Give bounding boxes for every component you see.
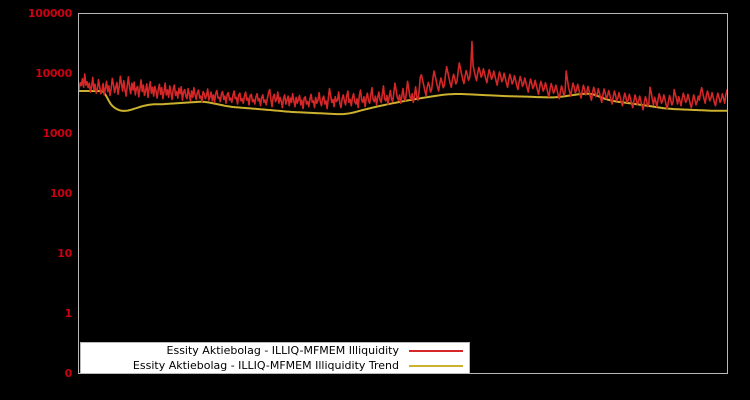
- legend-label-illiquidity: Essity Aktiebolag - ILLIQ-MFMEM Illiquid…: [166, 344, 399, 357]
- y-axis-tick-label: 1: [64, 307, 73, 320]
- series-canvas: [79, 40, 727, 116]
- plot-area: [78, 13, 728, 374]
- y-axis-tick-label: 100000: [27, 7, 72, 20]
- legend-item-illiquidity-trend: Essity Aktiebolag - ILLIQ-MFMEM Illiquid…: [81, 358, 469, 373]
- legend-swatch-illiquidity: [409, 349, 463, 352]
- chart-legend: Essity Aktiebolag - ILLIQ-MFMEM Illiquid…: [80, 342, 470, 374]
- series-line-illiquidity: [79, 40, 727, 111]
- y-axis-tick-label: 1000: [42, 127, 73, 140]
- legend-swatch-illiquidity-trend: [409, 364, 463, 367]
- y-axis-tick-label: 0: [64, 367, 73, 380]
- y-axis-tick-label: 100: [49, 187, 72, 200]
- legend-label-illiquidity-trend: Essity Aktiebolag - ILLIQ-MFMEM Illiquid…: [132, 359, 399, 372]
- y-axis-tick-label: 10000: [35, 67, 72, 80]
- y-axis-tick-label: 10: [57, 247, 72, 260]
- legend-item-illiquidity: Essity Aktiebolag - ILLIQ-MFMEM Illiquid…: [81, 343, 469, 358]
- series-line-trend: [79, 90, 727, 116]
